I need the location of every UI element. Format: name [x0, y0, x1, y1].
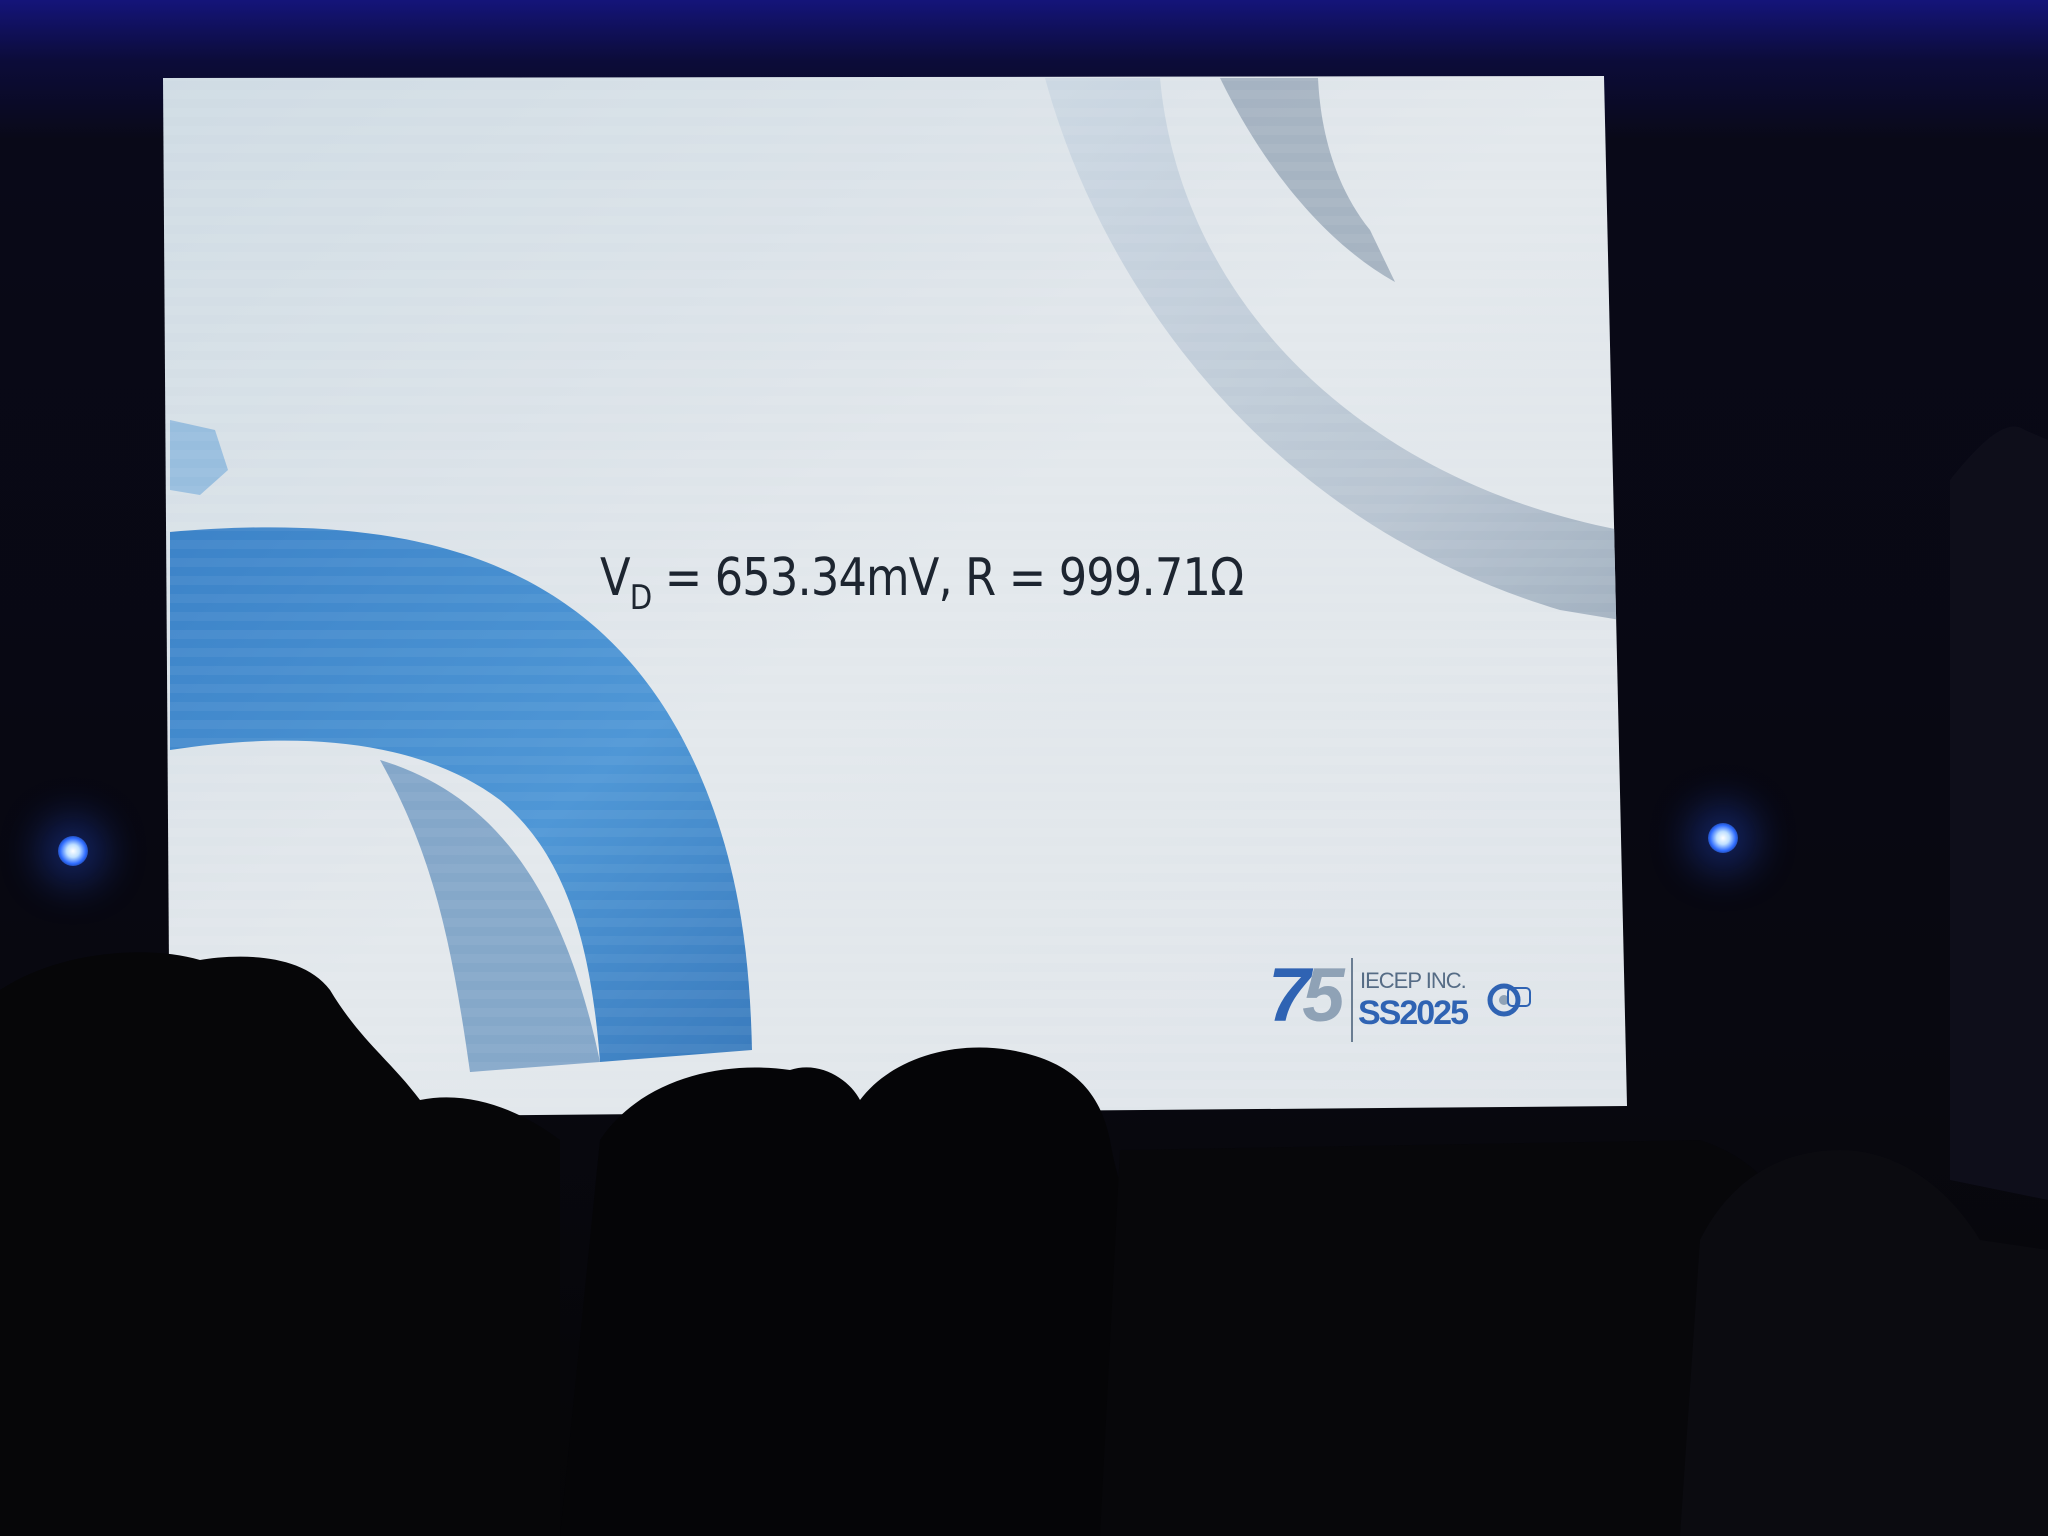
- equation-text: VD = 653.34mV, R = 999.71Ω: [600, 548, 1244, 628]
- voltage-symbol: V: [600, 548, 631, 608]
- stage-light-icon: [1708, 823, 1738, 853]
- event-logo: 75 IECEP INC. SS2025: [1268, 950, 1578, 1055]
- flag-silhouette: [1950, 426, 2048, 1200]
- voltage-subscript: D: [629, 578, 653, 618]
- event-seal-icon: [1487, 983, 1531, 1017]
- audience-crowd: [1100, 1140, 1800, 1536]
- audience-head: [0, 952, 560, 1536]
- logo-event-name: SS2025: [1358, 994, 1469, 1032]
- logo-org-name: IECEP INC.: [1360, 968, 1467, 993]
- stage-light-icon: [58, 836, 88, 866]
- audience-head: [560, 1047, 1180, 1536]
- equation-values: = 653.34mV, R = 999.71Ω: [651, 548, 1244, 608]
- audience-head: [1680, 1150, 2048, 1536]
- logo-divider: [1351, 958, 1353, 1042]
